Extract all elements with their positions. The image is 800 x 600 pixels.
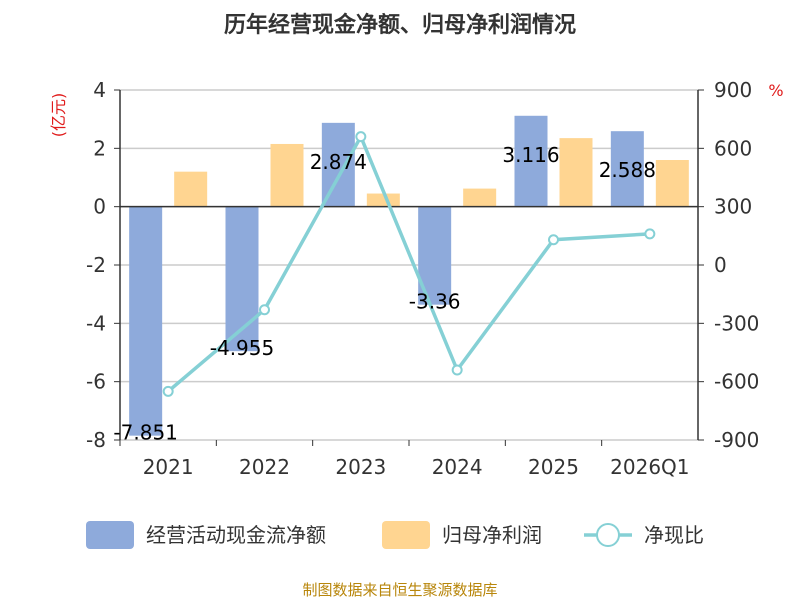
left-tick-label: -6 bbox=[86, 370, 106, 394]
cashflow-bar bbox=[514, 115, 548, 207]
left-tick-label: 2 bbox=[93, 136, 106, 160]
right-tick-label: 300 bbox=[714, 195, 752, 219]
data-labels: -7.851 -4.955 2.874 -3.36 3.116 2.588 bbox=[113, 143, 656, 445]
x-tick-label: 2024 bbox=[432, 455, 483, 479]
left-tick-label: 0 bbox=[93, 195, 106, 219]
ratio-line-path bbox=[167, 132, 650, 393]
ratio-point bbox=[355, 131, 367, 143]
ratio-line bbox=[162, 131, 656, 397]
right-axis-unit: % bbox=[768, 81, 783, 100]
legend-label-ratio: 净现比 bbox=[644, 523, 704, 547]
right-tick-label: 0 bbox=[714, 253, 727, 277]
left-tick-label: 4 bbox=[93, 78, 106, 102]
net-profit-bar bbox=[174, 171, 208, 207]
legend: 经营活动现金流净额 归母净利润 净现比 bbox=[86, 521, 704, 549]
bar-data-label: 2.874 bbox=[310, 150, 367, 174]
right-tick-label: 900 bbox=[714, 78, 752, 102]
x-tick-label: 2026Q1 bbox=[610, 455, 689, 479]
left-axis-unit: (亿元) bbox=[49, 93, 68, 138]
bar-data-label: -4.955 bbox=[210, 336, 274, 360]
bar-marks bbox=[129, 115, 689, 436]
legend-label-cashflow: 经营活动现金流净额 bbox=[146, 523, 326, 547]
legend-label-net-profit: 归母净利润 bbox=[442, 523, 542, 547]
x-tick-label: 2023 bbox=[335, 455, 386, 479]
x-tick-label: 2025 bbox=[528, 455, 579, 479]
chart-title: 历年经营现金净额、归母净利润情况 bbox=[224, 12, 576, 38]
left-tick-label: -4 bbox=[86, 311, 106, 335]
net-profit-bar bbox=[366, 193, 400, 207]
legend-swatch-net-profit bbox=[382, 521, 430, 549]
legend-swatch-cashflow bbox=[86, 521, 134, 549]
source-note: 制图数据来自恒生聚源数据库 bbox=[302, 581, 497, 599]
left-tick-label: -8 bbox=[86, 428, 106, 452]
net-profit-bar bbox=[463, 188, 497, 207]
left-tick-label: -2 bbox=[86, 253, 106, 277]
net-profit-bar bbox=[559, 138, 593, 207]
bar-data-label: 3.116 bbox=[502, 143, 559, 167]
cashflow-bar bbox=[129, 206, 163, 436]
x-tick-label: 2021 bbox=[143, 455, 194, 479]
cashflow-bar bbox=[610, 131, 644, 207]
ratio-point bbox=[259, 304, 270, 316]
ratio-point bbox=[451, 364, 463, 376]
x-tick-label: 2022 bbox=[239, 455, 290, 479]
cashflow-bar bbox=[321, 122, 355, 207]
bar-data-label: 2.588 bbox=[599, 158, 656, 182]
ratio-point bbox=[162, 385, 174, 397]
ratio-point bbox=[644, 228, 656, 240]
right-tick-label: -600 bbox=[714, 370, 759, 394]
legend-swatch-ratio-marker bbox=[596, 523, 620, 547]
right-tick-label: -300 bbox=[714, 311, 759, 335]
net-profit-bar bbox=[655, 160, 689, 207]
axes bbox=[119, 90, 699, 440]
tick-labels: -8 -6 -4 -2 0 2 4 -900 -600 -300 0 300 600 900 2021 202… bbox=[86, 78, 759, 479]
right-tick-label: -900 bbox=[714, 428, 759, 452]
ratio-point bbox=[548, 234, 559, 246]
bar-data-label: -7.851 bbox=[113, 421, 177, 445]
bar-data-label: -3.36 bbox=[409, 290, 461, 314]
right-tick-label: 600 bbox=[714, 136, 752, 160]
net-profit-bar bbox=[270, 143, 304, 207]
